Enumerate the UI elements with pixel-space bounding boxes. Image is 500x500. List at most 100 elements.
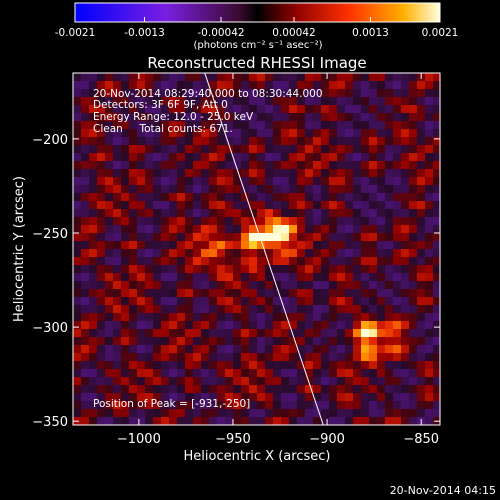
heatmap-cell xyxy=(265,321,273,329)
heatmap-cell xyxy=(217,265,225,273)
heatmap-cell xyxy=(377,121,385,129)
heatmap-cell xyxy=(289,233,297,241)
heatmap-cell xyxy=(97,161,105,169)
heatmap-cell xyxy=(209,129,217,137)
heatmap-cell xyxy=(369,81,377,89)
heatmap-cell xyxy=(345,137,353,145)
heatmap-cell xyxy=(409,305,417,313)
heatmap-cell xyxy=(201,257,209,265)
heatmap-cell xyxy=(153,81,161,89)
heatmap-cell xyxy=(241,201,249,209)
heatmap-cell xyxy=(89,233,97,241)
heatmap-cell xyxy=(321,409,329,417)
heatmap-cell xyxy=(129,345,137,353)
heatmap-cell xyxy=(121,305,129,313)
heatmap-cell xyxy=(273,265,281,273)
heatmap-cell xyxy=(433,313,440,321)
heatmap-cell xyxy=(361,385,369,393)
colorbar-tick-label: 0.00042 xyxy=(272,27,315,39)
heatmap-cell xyxy=(401,217,409,225)
heatmap-cell xyxy=(129,401,137,409)
heatmap-cell xyxy=(257,201,265,209)
heatmap-cell xyxy=(137,249,145,257)
heatmap-cell xyxy=(313,249,321,257)
heatmap-cell xyxy=(169,153,177,161)
heatmap-cell xyxy=(425,97,433,105)
heatmap-cell xyxy=(201,225,209,233)
heatmap-cell xyxy=(129,161,137,169)
heatmap-cell xyxy=(185,217,193,225)
heatmap-cell xyxy=(113,241,121,249)
heatmap-cell xyxy=(329,145,337,153)
heatmap-cell xyxy=(369,169,377,177)
heatmap-cell xyxy=(361,169,369,177)
heatmap-cell xyxy=(161,409,169,417)
heatmap-cell xyxy=(177,361,185,369)
heatmap-cell xyxy=(337,105,345,113)
heatmap-cell xyxy=(393,185,401,193)
heatmap-cell xyxy=(121,297,129,305)
heatmap-cell xyxy=(265,385,273,393)
heatmap-cell xyxy=(329,313,337,321)
heatmap-cell xyxy=(129,89,137,97)
heatmap-cell xyxy=(433,321,440,329)
heatmap-cell xyxy=(377,409,385,417)
heatmap-cell xyxy=(265,313,273,321)
heatmap-cell xyxy=(89,265,97,273)
heatmap-cell xyxy=(265,209,273,217)
heatmap-cell xyxy=(425,193,433,201)
annotation-time-range: 20-Nov-2014 08:29:40.000 to 08:30:44.000 xyxy=(93,88,323,100)
heatmap-cell xyxy=(361,377,369,385)
heatmap-cell xyxy=(417,369,425,377)
heatmap-cell xyxy=(89,177,97,185)
heatmap-cell xyxy=(81,137,89,145)
heatmap-cell xyxy=(105,105,113,113)
heatmap-cell xyxy=(241,417,249,425)
heatmap-cell xyxy=(185,337,193,345)
heatmap-cell xyxy=(321,73,329,81)
heatmap-cell xyxy=(409,129,417,137)
heatmap-cell xyxy=(153,137,161,145)
heatmap-cell xyxy=(313,225,321,233)
heatmap-cell xyxy=(417,337,425,345)
heatmap-cell xyxy=(329,273,337,281)
heatmap-cell xyxy=(129,417,137,425)
heatmap-cell xyxy=(81,321,89,329)
heatmap-cell xyxy=(241,321,249,329)
heatmap-cell xyxy=(321,417,329,425)
heatmap-cell xyxy=(113,81,121,89)
heatmap-cell xyxy=(113,121,121,129)
heatmap-cell xyxy=(97,377,105,385)
heatmap-cell xyxy=(129,177,137,185)
heatmap-cell xyxy=(129,153,137,161)
heatmap-cell xyxy=(177,281,185,289)
heatmap-cell xyxy=(217,81,225,89)
heatmap-cell xyxy=(145,169,153,177)
heatmap-cell xyxy=(281,393,289,401)
heatmap-cell xyxy=(305,177,313,185)
heatmap-cell xyxy=(329,281,337,289)
heatmap-cell xyxy=(225,137,233,145)
heatmap-cell xyxy=(305,89,313,97)
heatmap-cell xyxy=(201,217,209,225)
heatmap-cell xyxy=(121,249,129,257)
heatmap-cell xyxy=(145,257,153,265)
heatmap-cell xyxy=(97,409,105,417)
heatmap-cell xyxy=(377,393,385,401)
heatmap-cell xyxy=(233,305,241,313)
heatmap-cell xyxy=(361,89,369,97)
heatmap-cell xyxy=(129,225,137,233)
heatmap-cell xyxy=(129,73,137,81)
heatmap-cell xyxy=(233,345,241,353)
heatmap-cell xyxy=(217,393,225,401)
heatmap-cell xyxy=(113,321,121,329)
heatmap-cell xyxy=(193,377,201,385)
heatmap-cell xyxy=(233,185,241,193)
heatmap-cell xyxy=(137,369,145,377)
heatmap-cell xyxy=(129,233,137,241)
heatmap-cell xyxy=(249,177,257,185)
heatmap-cell xyxy=(401,169,409,177)
heatmap-cell xyxy=(433,385,440,393)
heatmap-cell xyxy=(233,233,241,241)
heatmap-cell xyxy=(305,153,313,161)
